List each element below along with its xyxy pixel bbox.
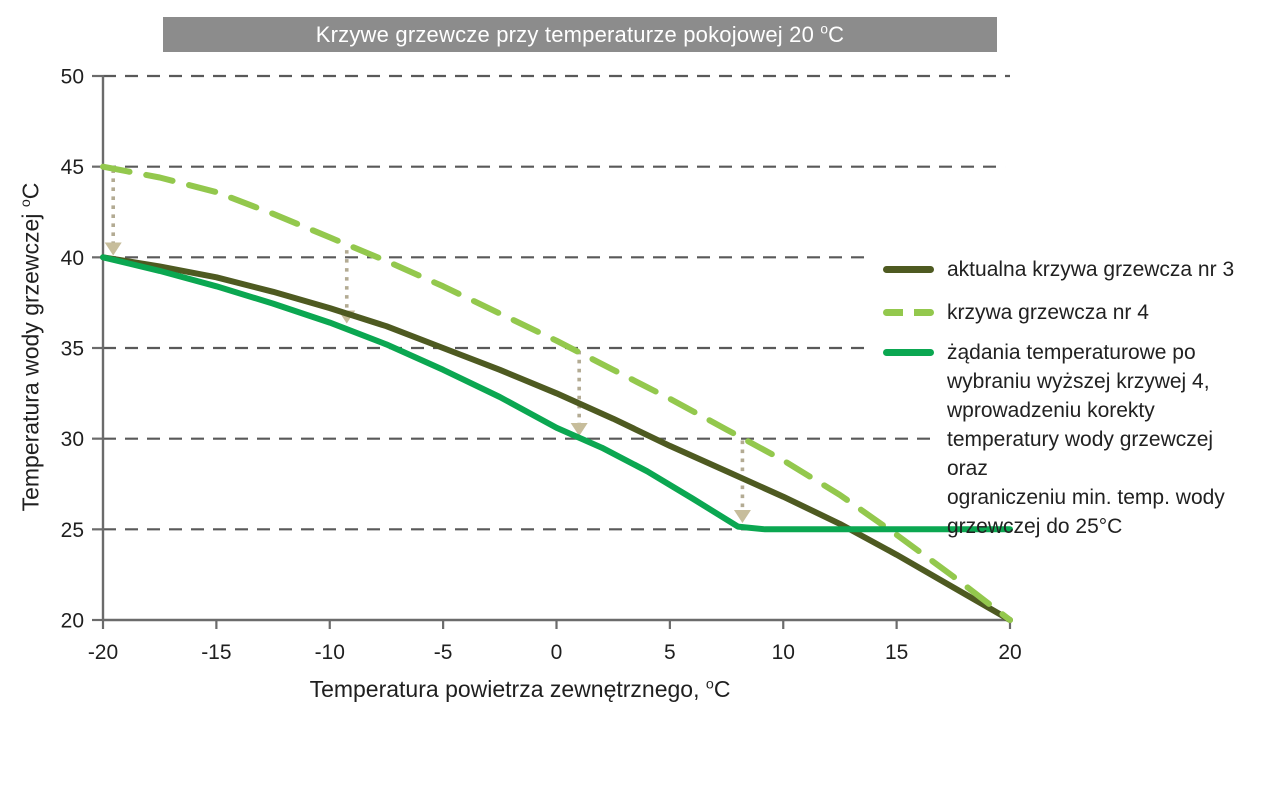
curve-temperature-request (100, 254, 1013, 533)
y-tick-label-20: 20 (61, 610, 84, 633)
chart-title: Krzywe grzewcze przy temperaturze pokojo… (315, 21, 845, 47)
x-tick-label-20: 20 (998, 641, 1021, 664)
y-tick-label-50: 50 (61, 66, 84, 89)
x-tick-label--20: -20 (88, 641, 118, 664)
x-tick-label-15: 15 (885, 641, 908, 664)
y-axis-title: Temperatura wody grzewczej oC (17, 182, 44, 512)
x-tick-label--5: -5 (434, 641, 453, 664)
x-axis-title: Temperatura powietrza zewnętrznego, oC (309, 676, 731, 702)
curve-4 (100, 163, 1013, 623)
correction-arrow-head-icon-1 (104, 242, 122, 256)
legend-swatch-temperature-request-line-icon (883, 349, 934, 356)
legend-swatch-curve-3-line-icon (883, 266, 934, 273)
y-tick-label-40: 40 (61, 247, 84, 270)
legend-label-curve-3: aktualna krzywa grzewcza nr 3 (947, 258, 1235, 281)
chart-title-banner: Krzywe grzewcze przy temperaturze pokojo… (163, 17, 997, 52)
legend-label-temperature-request: żądania temperaturowe po wybraniu wyższe… (947, 341, 1225, 538)
y-tick-label-25: 25 (61, 519, 84, 542)
x-tick-label-0: 0 (551, 641, 563, 664)
x-tick-label-5: 5 (664, 641, 676, 664)
y-tick-label-35: 35 (61, 338, 84, 361)
x-tick-label-10: 10 (772, 641, 795, 664)
y-tick-label-45: 45 (61, 156, 84, 179)
legend-label-curve-4: krzywa grzewcza nr 4 (947, 301, 1149, 324)
curve-3-current (100, 254, 1013, 623)
x-tick-label--15: -15 (201, 641, 231, 664)
y-tick-label-30: 30 (61, 428, 84, 451)
correction-arrow-head-icon-3 (570, 422, 588, 436)
correction-arrow-head-icon-4 (733, 509, 751, 523)
x-tick-label--10: -10 (315, 641, 345, 664)
legend-swatch-curve-4-dashed-line-icon (883, 309, 934, 316)
